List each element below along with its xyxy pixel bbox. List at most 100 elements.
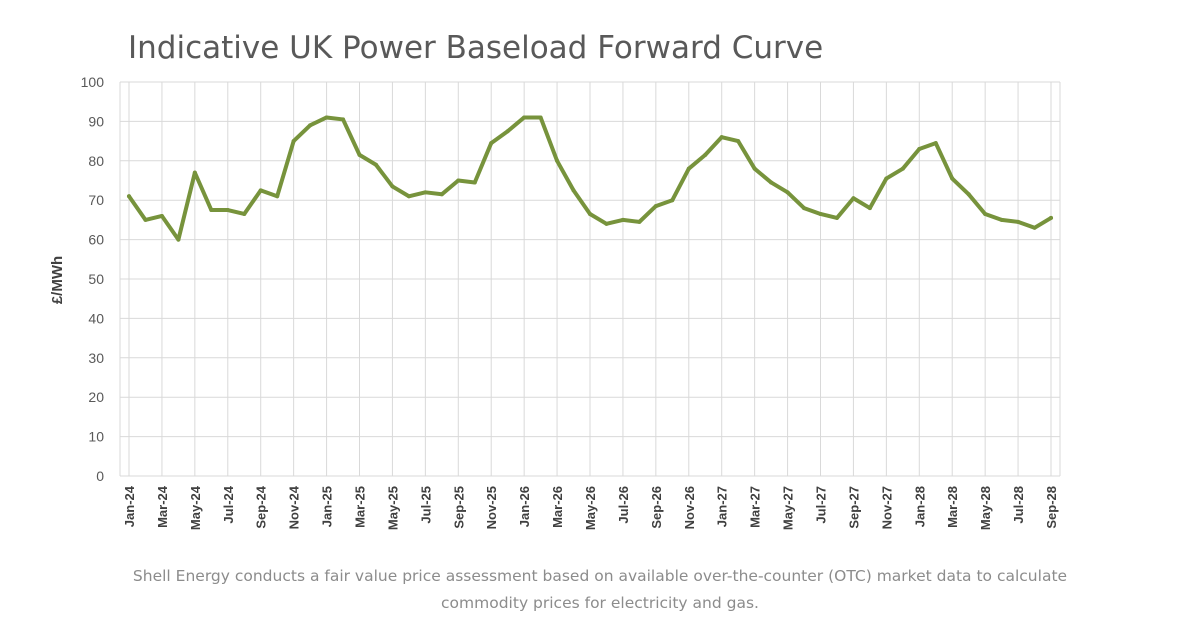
x-tick-label: Jul-27 xyxy=(814,486,829,524)
data-point xyxy=(159,213,164,218)
x-tick-label: Sep-26 xyxy=(649,486,664,529)
data-point xyxy=(127,194,131,199)
y-tick-label: 30 xyxy=(88,350,104,366)
x-tick-label: Nov-26 xyxy=(682,486,697,529)
data-point xyxy=(736,139,741,144)
data-point xyxy=(324,115,329,120)
data-point xyxy=(143,217,148,222)
x-tick-label: Mar-28 xyxy=(945,486,960,528)
data-point xyxy=(966,192,971,197)
data-point xyxy=(983,211,988,216)
data-point xyxy=(242,211,247,216)
data-point xyxy=(818,211,823,216)
data-point xyxy=(192,170,197,175)
x-tick-label: May-24 xyxy=(188,485,203,530)
data-point xyxy=(275,194,280,199)
x-tick-label: Jul-28 xyxy=(1011,486,1026,524)
y-axis-label: £/MWh xyxy=(49,256,66,304)
data-point xyxy=(999,217,1004,222)
data-point xyxy=(1049,215,1053,220)
data-point xyxy=(604,221,609,226)
data-point xyxy=(851,196,856,201)
data-point xyxy=(209,208,214,213)
x-tick-label: Jul-26 xyxy=(616,486,631,524)
x-tick-label: Nov-27 xyxy=(879,486,894,529)
data-point xyxy=(933,141,938,146)
y-tick-label: 50 xyxy=(88,271,104,287)
data-point xyxy=(439,192,444,197)
data-point xyxy=(291,139,296,144)
footnote-line-1: Shell Energy conducts a fair value price… xyxy=(132,567,1068,585)
x-tick-label: Sep-28 xyxy=(1044,486,1059,529)
y-tick-label: 20 xyxy=(88,389,104,405)
data-point xyxy=(423,190,428,195)
data-point xyxy=(341,117,346,122)
x-tick-label: Mar-24 xyxy=(155,485,170,528)
y-tick-label: 70 xyxy=(88,192,104,208)
data-point xyxy=(769,180,774,185)
data-point xyxy=(357,152,362,157)
data-point xyxy=(670,198,675,203)
footnote-line-2: commodity prices for electricity and gas… xyxy=(441,594,759,612)
x-tick-label: Sep-27 xyxy=(846,486,861,529)
y-tick-label: 100 xyxy=(81,74,105,90)
x-tick-label: Nov-25 xyxy=(484,486,499,529)
x-tick-label: Jan-28 xyxy=(912,486,927,527)
y-tick-label: 0 xyxy=(96,468,104,484)
x-tick-label: Nov-24 xyxy=(287,485,302,529)
y-tick-label: 10 xyxy=(88,429,104,445)
data-point xyxy=(703,152,708,157)
y-tick-label: 90 xyxy=(88,113,104,129)
data-point xyxy=(571,188,576,193)
x-tick-label: Sep-25 xyxy=(451,486,466,529)
x-tick-label: Jul-24 xyxy=(221,485,236,523)
data-point xyxy=(176,237,181,242)
data-point xyxy=(522,115,527,120)
x-tick-label: Mar-26 xyxy=(550,486,565,528)
y-tick-labels: 0 10 20 30 40 50 60 70 80 90 100 xyxy=(81,74,105,484)
x-tick-label: Jan-26 xyxy=(517,486,532,527)
data-point xyxy=(752,166,757,171)
series-group xyxy=(127,115,1053,242)
data-point xyxy=(390,184,395,189)
data-point xyxy=(637,219,642,224)
x-tick-label: Jan-24 xyxy=(122,485,137,527)
x-tick-label: May-26 xyxy=(583,486,598,530)
chart-area: 0 10 20 30 40 50 60 70 80 90 100 Jan-24 Mar-24 May-2… xyxy=(49,74,1061,530)
data-point xyxy=(950,176,955,181)
data-point xyxy=(456,178,461,183)
gridlines xyxy=(119,81,1061,477)
y-tick-label: 40 xyxy=(88,310,104,326)
x-tick-label: Jan-27 xyxy=(715,486,730,527)
data-point xyxy=(258,188,263,193)
data-point xyxy=(620,217,625,222)
data-point xyxy=(505,129,510,134)
data-point xyxy=(1032,225,1037,230)
x-tick-label: Mar-25 xyxy=(353,486,368,528)
data-point xyxy=(406,194,411,199)
data-point xyxy=(802,206,807,211)
data-point xyxy=(834,215,839,220)
y-tick-label: 60 xyxy=(88,232,104,248)
x-tick-label: Jul-25 xyxy=(418,486,433,524)
x-tick-labels: Jan-24 Mar-24 May-24 Jul-24 Sep-24 Nov-24 Jan-… xyxy=(122,485,1059,530)
data-point xyxy=(653,204,658,209)
x-tick-label: May-27 xyxy=(781,486,796,530)
chart-title: Indicative UK Power Baseload Forward Cur… xyxy=(128,30,824,66)
data-point xyxy=(686,166,691,171)
x-tick-label: Sep-24 xyxy=(254,485,269,528)
data-point xyxy=(555,158,560,163)
data-point xyxy=(719,135,724,140)
data-point xyxy=(538,115,543,120)
footnote: Shell Energy conducts a fair value price… xyxy=(40,563,1160,617)
data-point xyxy=(785,190,790,195)
y-tick-label: 80 xyxy=(88,153,104,169)
data-point xyxy=(588,211,592,216)
data-point xyxy=(884,176,889,181)
x-tick-label: Jan-25 xyxy=(320,486,335,527)
data-point xyxy=(489,141,494,146)
data-point xyxy=(225,208,230,213)
data-point xyxy=(373,162,378,167)
data-point xyxy=(1016,219,1021,224)
x-tick-label: May-28 xyxy=(978,486,993,530)
